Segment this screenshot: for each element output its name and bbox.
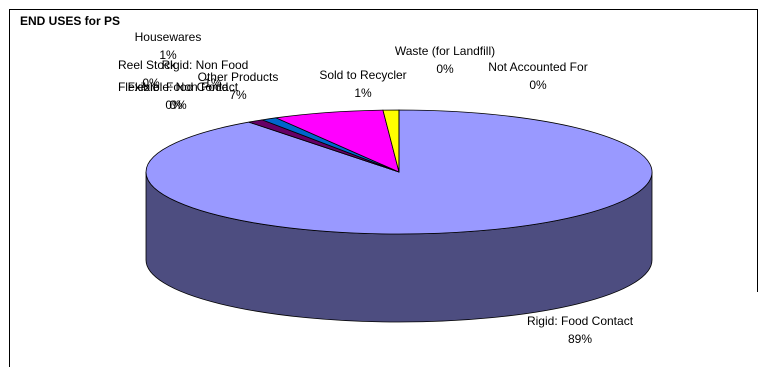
chart-frame — [9, 9, 758, 367]
slice-label: Flexible: Food Contact — [118, 80, 239, 94]
value-label: 0% — [169, 98, 187, 112]
value-label: 1% — [354, 86, 372, 100]
value-label: 0% — [436, 62, 454, 76]
value-label: 0% — [142, 76, 160, 90]
value-label: 0% — [529, 78, 547, 92]
slice-label: Rigid: Food Contact — [527, 314, 634, 328]
slice-label: Waste (for Landfill) — [395, 44, 495, 58]
slice-label: Sold to Recycler — [319, 68, 406, 82]
slice-label: Reel Stock — [118, 58, 177, 72]
value-label: 1% — [159, 48, 177, 62]
slice — [145, 109, 653, 235]
slice-label: Rigid: Non Food — [162, 58, 249, 72]
value-label: 89% — [568, 332, 592, 346]
slice-label: Other Products — [198, 70, 279, 84]
value-label: 1% — [204, 76, 222, 90]
slice — [274, 109, 400, 173]
value-label: 0% — [165, 98, 183, 112]
value-label: 7% — [229, 88, 247, 102]
chart-title: END USES for PS — [20, 14, 120, 28]
slice-label: Housewares — [135, 30, 202, 44]
slice-label: Not Accounted For — [488, 60, 587, 74]
slice-label: Flexible: Non Food — [128, 80, 229, 94]
